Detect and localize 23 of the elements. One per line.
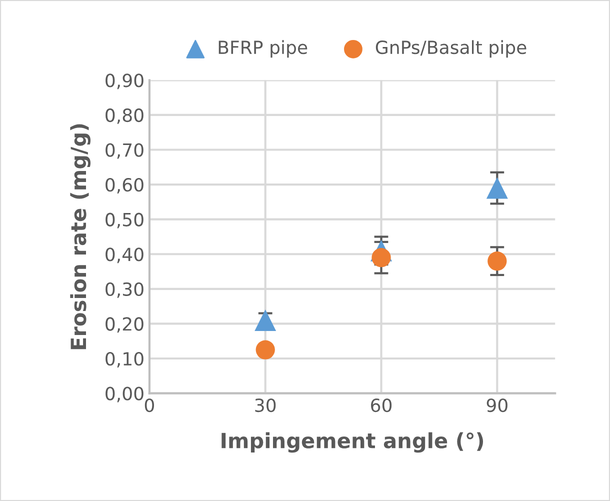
x-tick-label: 90: [486, 398, 508, 412]
x-tick-label: 30: [255, 398, 276, 412]
y-tick-label: 0,10: [106, 352, 144, 368]
y-tick-label: 0,50: [106, 212, 144, 228]
x-tick-label: 60: [371, 398, 392, 412]
point: [372, 248, 391, 268]
y-tick-label: 0,90: [106, 74, 144, 90]
x-tick-label: 0: [144, 398, 154, 412]
point: [486, 177, 508, 199]
point: [488, 252, 507, 271]
x-axis-title: Impingement angle (°): [222, 432, 484, 453]
point: [254, 309, 276, 331]
y-tick-label: 0,40: [106, 248, 144, 264]
legend-label: BFRP pipe: [218, 40, 308, 58]
y-tick-label: 0,20: [106, 317, 144, 333]
point: [256, 340, 275, 360]
y-tick-label: 0,30: [106, 282, 144, 298]
y-axis-title: Erosion rate (mg/g): [70, 124, 90, 350]
y-tick-label: 0,70: [106, 143, 144, 159]
y-tick-label: 0,00: [106, 386, 144, 402]
legend-label: GnPs/Basalt pipe: [376, 40, 526, 58]
y-tick-label: 0,60: [106, 178, 144, 194]
y-tick-label: 0,80: [106, 108, 144, 124]
